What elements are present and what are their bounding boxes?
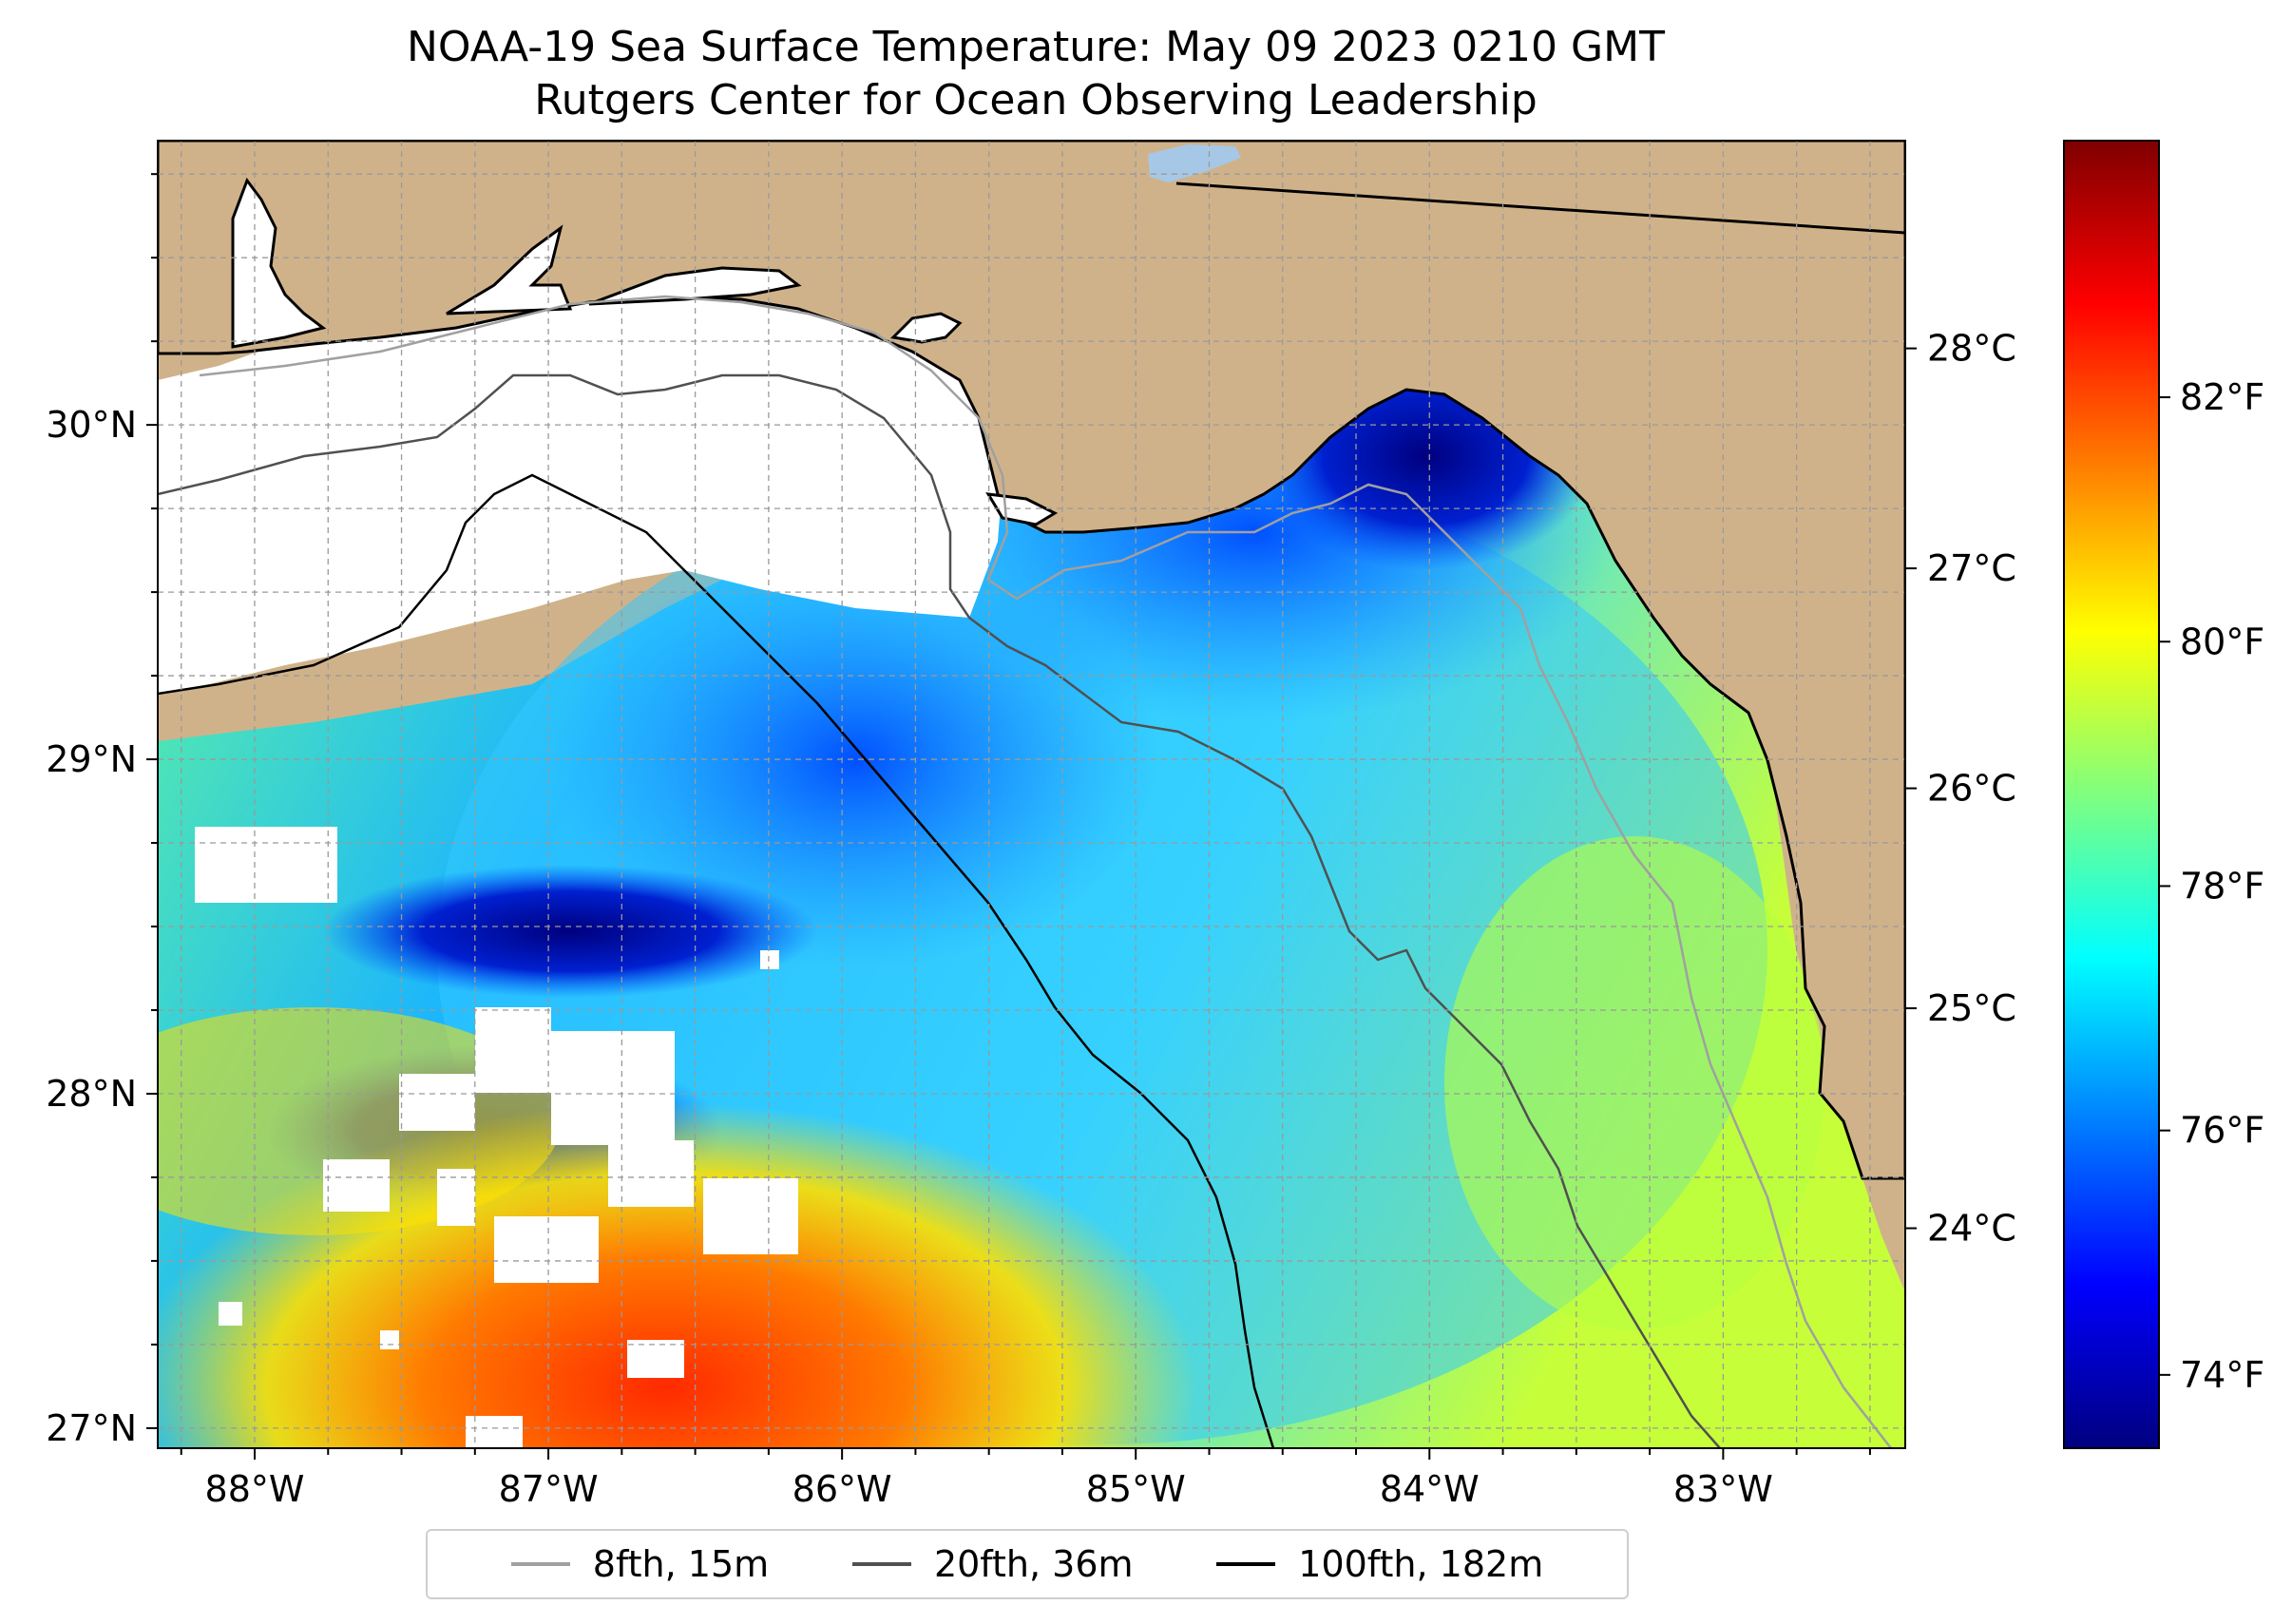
contour-8fth <box>199 295 1892 1448</box>
map-subtitle: Rutgers Center for Ocean Observing Leade… <box>534 76 1538 124</box>
lon-tick-label: 86°W <box>793 1468 892 1510</box>
celsius-tick-label: 26°C <box>1927 768 2016 810</box>
contour-100fth <box>158 473 1275 1448</box>
legend-label-100fth: 100fth, 182m <box>1298 1543 1544 1585</box>
lon-tick-label: 83°W <box>1673 1468 1773 1510</box>
lat-tick-label: 29°N <box>46 738 137 780</box>
map-title: NOAA-19 Sea Surface Temperature: May 09 … <box>407 23 1665 71</box>
legend-label-8fth: 8fth, 15m <box>592 1543 770 1585</box>
fahrenheit-tick-label: 82°F <box>2180 376 2264 418</box>
st-andrew-bay <box>889 312 963 344</box>
lake-talquin <box>1148 144 1241 182</box>
fahrenheit-tick-label: 80°F <box>2180 621 2264 662</box>
lon-tick-label: 85°W <box>1086 1468 1186 1510</box>
colorbar[interactable] <box>2063 140 2160 1449</box>
legend-swatch-8fth <box>510 1562 570 1566</box>
map-axis-ticks: 88°W 87°W 86°W 85°W 84°W 83°W 30°N 29°N 28°N 27°N <box>46 173 1871 1510</box>
fahrenheit-tick-label: 74°F <box>2180 1354 2264 1396</box>
fahrenheit-tick-label: 76°F <box>2180 1110 2264 1152</box>
legend-swatch-100fth <box>1216 1562 1276 1566</box>
contour-legend: 8fth, 15m 20fth, 36m 100fth, 182m <box>426 1529 1629 1599</box>
cloud-mask <box>158 141 1007 1448</box>
legend-item-100fth: 100fth, 182m <box>1216 1543 1543 1585</box>
lon-tick-label: 88°W <box>205 1468 305 1510</box>
colorbar-ticks: 82°F 80°F 78°F 76°F 74°F 28°C 27°C 26°C 25°C 24°C <box>1905 328 2264 1396</box>
cold-filament <box>323 865 817 998</box>
legend-item-8fth: 8fth, 15m <box>510 1543 770 1585</box>
fahrenheit-tick-label: 78°F <box>2180 865 2264 907</box>
lon-tick-label: 87°W <box>499 1468 599 1510</box>
lon-tick-label: 84°W <box>1380 1468 1480 1510</box>
lat-tick-label: 30°N <box>46 404 137 446</box>
celsius-tick-label: 24°C <box>1927 1208 2016 1250</box>
legend-item-20fth: 20fth, 36m <box>851 1543 1134 1585</box>
graticule <box>158 141 1905 1448</box>
lat-tick-label: 28°N <box>46 1073 137 1115</box>
contour-20fth <box>158 373 1721 1448</box>
legend-swatch-20fth <box>851 1562 911 1566</box>
mobile-bay <box>231 177 327 349</box>
legend-label-20fth: 20fth, 36m <box>933 1543 1134 1585</box>
celsius-tick-label: 25°C <box>1927 987 2016 1029</box>
map-area[interactable] <box>67 141 1905 1624</box>
state-boundary <box>1175 182 1905 235</box>
map-frame <box>157 140 1906 1449</box>
pensacola-bay <box>446 224 573 315</box>
celsius-tick-label: 28°C <box>1927 328 2016 370</box>
lat-tick-label: 27°N <box>46 1407 137 1449</box>
warm-coastal-band <box>1444 836 1824 1330</box>
celsius-tick-label: 27°C <box>1927 547 2016 589</box>
